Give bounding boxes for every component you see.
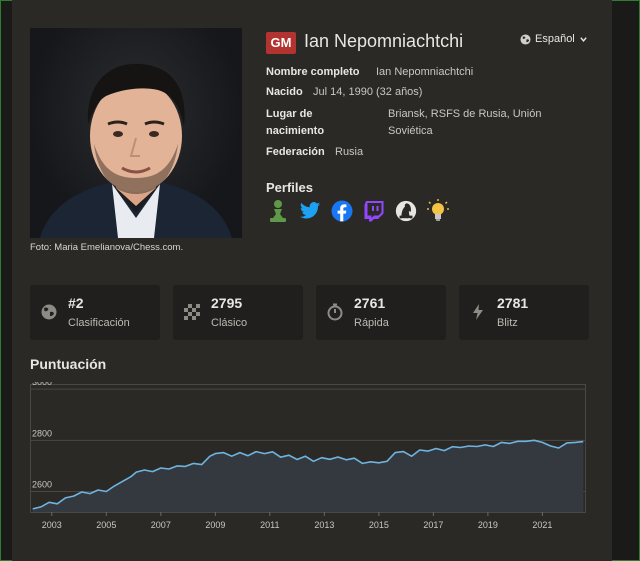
stat-card-rapid[interactable]: 2761 Rápida [316, 285, 446, 340]
x-tick-label: 2007 [151, 520, 171, 530]
birthplace-label-line2: nacimiento [266, 125, 325, 137]
stat-label: Blitz [497, 317, 518, 329]
rating-line [32, 439, 584, 510]
stat-value: #2 [68, 295, 84, 311]
globe-icon [41, 304, 57, 320]
federation-label: Federación [266, 146, 325, 158]
stat-value: 2781 [497, 295, 529, 311]
y-tick-label: 2800 [32, 428, 52, 438]
photo-caption: Foto: Maria Emelianova/Chess.com. [30, 242, 184, 253]
stat-label: Clasificación [68, 317, 130, 329]
svg-text:FIDE: FIDE [402, 218, 411, 222]
full-name-label: Nombre completo [266, 66, 360, 78]
twitter-icon[interactable] [298, 199, 322, 223]
lightning-icon [473, 304, 483, 320]
federation-value: Rusia [335, 146, 364, 158]
fide-icon[interactable]: FIDE [394, 199, 418, 223]
stat-card-ranking[interactable]: #2 Clasificación [30, 285, 160, 340]
birthplace-label-line1: Lugar de [266, 108, 313, 120]
facebook-icon[interactable] [330, 199, 354, 223]
stat-value: 2761 [354, 295, 386, 311]
player-portrait [40, 63, 232, 238]
rating-area [32, 440, 584, 512]
lightbulb-icon[interactable] [426, 199, 450, 223]
player-name: Ian Nepomniachtchi [304, 31, 464, 51]
profiles-title: Perfiles [266, 180, 313, 195]
twitch-icon[interactable] [362, 199, 386, 223]
profiles-list: FIDE [266, 199, 450, 223]
language-selector[interactable]: Español [520, 33, 588, 45]
birthplace-value-line1: Briansk, RSFS de Rusia, Unión [388, 108, 542, 120]
x-tick-label: 2019 [478, 520, 498, 530]
x-tick-label: 2003 [42, 520, 62, 530]
chesscom-pawn-icon[interactable] [266, 199, 290, 223]
x-tick-label: 2005 [96, 520, 116, 530]
stopwatch-icon [327, 303, 343, 321]
x-tick-label: 2013 [314, 520, 334, 530]
full-name-value: Ian Nepomniachtchi [376, 66, 474, 78]
globe-icon [520, 33, 531, 45]
language-label: Español [535, 33, 575, 45]
stat-value: 2795 [211, 295, 243, 311]
x-tick-label: 2017 [423, 520, 443, 530]
title-badge: GM [266, 32, 296, 54]
y-tick-label: 3000 [32, 382, 52, 387]
stat-card-classical[interactable]: 2795 Clásico [173, 285, 303, 340]
x-tick-label: 2015 [369, 520, 389, 530]
stat-label: Rápida [354, 317, 389, 329]
board-icon [184, 304, 200, 320]
y-tick-label: 2600 [32, 480, 52, 490]
stat-card-blitz[interactable]: 2781 Blitz [459, 285, 589, 340]
x-tick-label: 2009 [205, 520, 225, 530]
chevron-down-icon [580, 36, 587, 42]
chart-frame [30, 384, 586, 513]
x-tick-label: 2021 [532, 520, 552, 530]
birthplace-value-line2: Soviética [388, 125, 433, 137]
x-tick-label: 2011 [260, 520, 279, 530]
stat-label: Clásico [211, 317, 248, 329]
player-photo [30, 28, 242, 238]
rating-section-title: Puntuación [30, 356, 107, 372]
born-value: Jul 14, 1990 (32 años) [313, 86, 423, 98]
born-label: Nacido [266, 86, 303, 98]
rating-chart[interactable]: 2600 2800 3000 2003 2005 2007 2009 2011 2013 2015… [30, 382, 590, 538]
